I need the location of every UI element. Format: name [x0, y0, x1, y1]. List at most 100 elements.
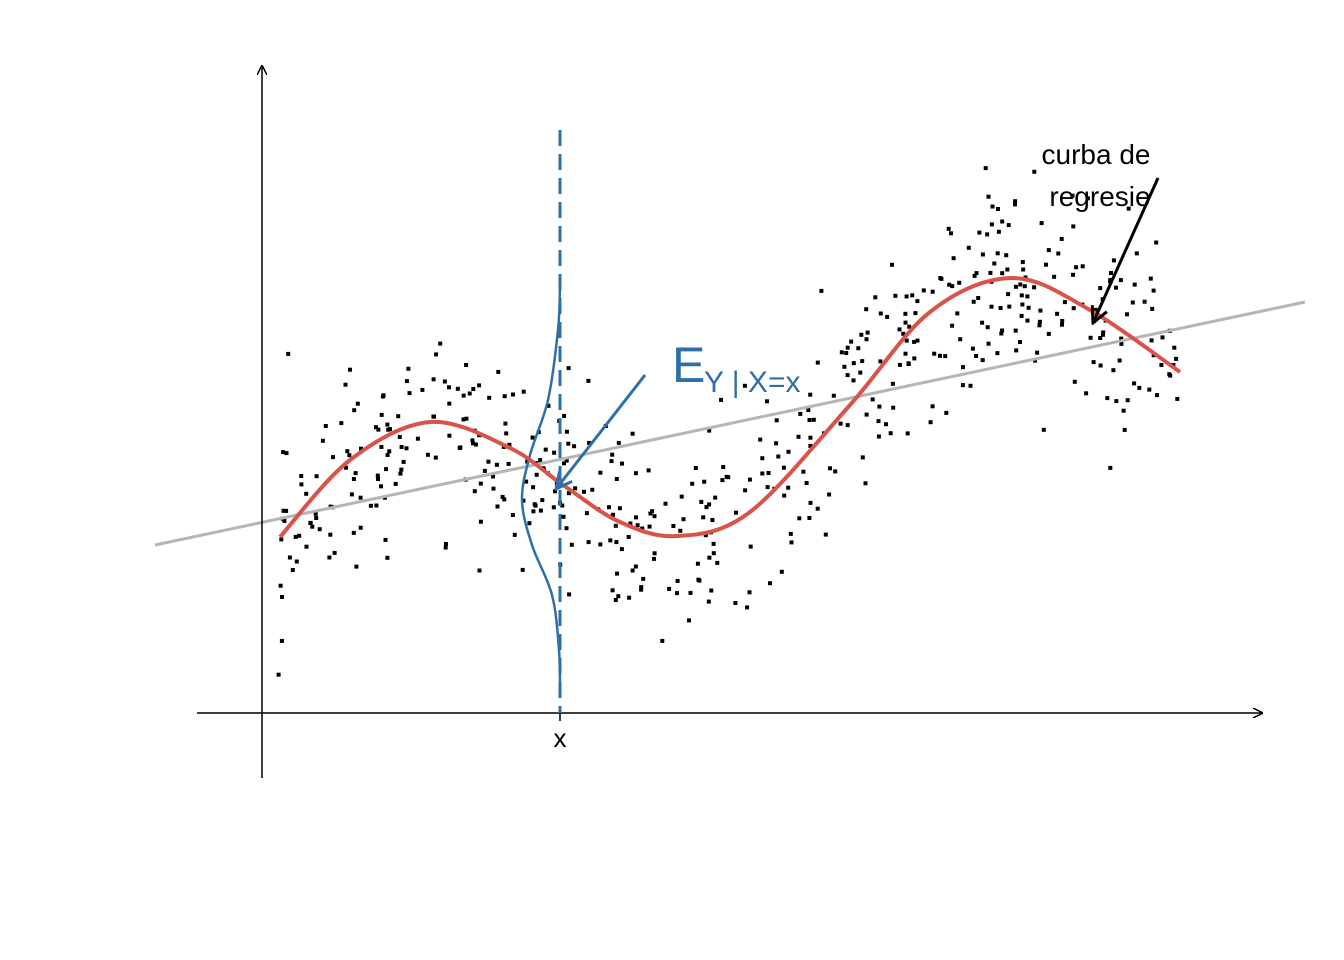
point [590, 487, 595, 492]
point [279, 537, 284, 542]
point [903, 320, 908, 325]
point [1046, 248, 1051, 253]
point [932, 351, 937, 356]
point [860, 359, 865, 364]
point [845, 345, 850, 350]
point [284, 451, 289, 456]
point [1025, 318, 1030, 323]
point [379, 484, 383, 489]
point [510, 513, 515, 517]
point [697, 578, 702, 583]
point [635, 523, 640, 528]
point [707, 428, 712, 433]
point [354, 564, 359, 569]
point [461, 393, 466, 398]
point [598, 470, 603, 475]
point [711, 551, 716, 556]
point [627, 595, 632, 600]
point [827, 492, 832, 497]
point [387, 449, 392, 454]
point [314, 474, 319, 479]
point [1174, 356, 1179, 361]
point [1125, 312, 1129, 317]
scatter-points [276, 166, 1180, 677]
point [616, 440, 621, 445]
point [368, 503, 373, 508]
point [538, 508, 543, 513]
point [851, 378, 856, 383]
point [610, 452, 615, 457]
point [385, 453, 390, 457]
point [1119, 341, 1124, 346]
point [915, 338, 920, 343]
point [561, 514, 566, 519]
point [986, 194, 991, 199]
point [432, 414, 436, 419]
point [972, 273, 977, 278]
point [980, 320, 985, 325]
point [1025, 294, 1030, 299]
point [397, 435, 402, 439]
point [633, 471, 638, 476]
point [546, 403, 551, 408]
point [613, 598, 618, 602]
point [1062, 300, 1067, 305]
point [675, 579, 680, 583]
point [958, 337, 963, 342]
point [748, 544, 753, 549]
point [343, 382, 348, 387]
point [532, 502, 537, 507]
point [797, 516, 802, 521]
point [470, 438, 475, 443]
point [512, 532, 517, 537]
point [495, 504, 500, 509]
point [1160, 335, 1165, 340]
point [386, 427, 391, 432]
point [379, 412, 384, 417]
point [540, 498, 545, 503]
point [434, 352, 439, 357]
point [299, 482, 304, 487]
point [796, 434, 801, 439]
point [983, 166, 988, 171]
point [447, 401, 452, 406]
point [399, 445, 404, 449]
point [905, 431, 910, 436]
point [344, 465, 348, 470]
point [995, 251, 1000, 256]
point [1044, 262, 1048, 267]
point [688, 590, 693, 595]
point [1006, 292, 1011, 297]
point [320, 438, 325, 443]
point [433, 455, 438, 460]
point [646, 468, 651, 473]
point [955, 311, 960, 316]
point [464, 416, 469, 421]
point [747, 590, 752, 595]
point [1060, 318, 1065, 323]
point [471, 441, 475, 446]
linear-fit [154, 300, 1306, 547]
point [1039, 221, 1044, 226]
point [634, 515, 638, 520]
point [640, 526, 645, 531]
point [586, 540, 591, 545]
point [278, 583, 283, 588]
expectation-symbol: E [672, 337, 705, 393]
point [1111, 258, 1116, 263]
point [745, 605, 750, 610]
point [819, 288, 824, 293]
point [903, 351, 908, 356]
point [1105, 396, 1110, 401]
point [992, 261, 997, 266]
point [845, 423, 850, 428]
point [584, 511, 589, 516]
point [282, 518, 287, 523]
expectation-subscript: Y | X=x [704, 366, 800, 399]
point [1142, 299, 1147, 304]
point [811, 417, 816, 422]
point [1119, 336, 1124, 341]
point [639, 587, 644, 592]
point [351, 477, 356, 481]
point [706, 599, 711, 604]
